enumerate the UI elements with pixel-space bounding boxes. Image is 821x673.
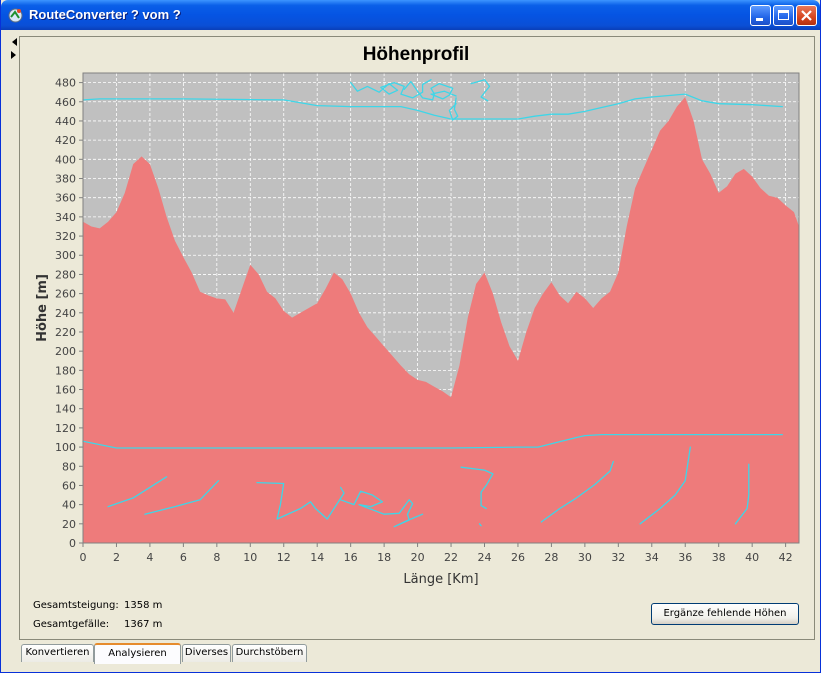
y-tick-label: 240 [55,307,76,320]
annotation-stroke [144,480,220,515]
y-tick-label: 360 [55,192,76,205]
x-axis-ticks: 0 2 4 6 8 10 12 14 16 18 20 22 24 26 28 30 32 34 36 38 40 42 [80,543,793,564]
x-tick-label: 6 [180,551,187,564]
window-title: RouteConverter ? vom ? [29,7,181,22]
annotation-stroke [82,433,783,449]
elevation-area [83,97,799,543]
app-icon[interactable] [7,7,24,24]
x-tick-label: 4 [146,551,153,564]
annotation-stroke [448,97,459,121]
y-tick-label: 420 [55,134,76,147]
annotation-strokes [82,79,783,528]
x-tick-label: 28 [544,551,558,564]
x-tick-label: 24 [477,551,491,564]
x-tick-label: 22 [444,551,458,564]
minimize-button[interactable] [750,5,771,26]
minimize-icon [756,18,763,21]
y-tick-label: 400 [55,153,76,166]
x-tick-label: 30 [578,551,592,564]
y-tick-label: 160 [55,384,76,397]
y-tick-label: 380 [55,173,76,186]
tab-diverses[interactable]: Diverses [182,644,231,662]
y-tick-label: 340 [55,211,76,224]
x-tick-label: 26 [511,551,525,564]
y-tick-label: 0 [69,537,76,550]
ascent-value: 1358 m [124,600,163,611]
close-icon [801,10,812,21]
x-tick-label: 12 [277,551,291,564]
x-axis-label: Länge [Km] [403,572,478,587]
y-tick-label: 100 [55,441,76,454]
y-tick-label: 60 [62,479,76,492]
x-tick-label: 16 [344,551,358,564]
y-tick-label: 20 [62,518,76,531]
annotation-stroke [460,466,494,510]
complete-elevations-button[interactable]: Ergänze fehlende Höhen [651,603,799,625]
plot-border [82,72,800,544]
tab-konvertieren[interactable]: Konvertieren [21,644,94,662]
x-tick-label: 8 [213,551,220,564]
y-tick-label: 180 [55,364,76,377]
y-axis-ticks: 0 20 40 60 80 100 120 140 160 180 200 220 240 260 280 3… [55,72,800,550]
y-axis-label: Höhe [m] [35,274,50,342]
annotation-stroke [403,80,457,101]
descent-value: 1367 m [124,619,163,630]
y-tick-label: 40 [62,499,76,512]
y-tick-label: 460 [55,96,76,109]
annotation-stroke [339,490,424,528]
y-tick-label: 280 [55,268,76,281]
x-tick-label: 18 [377,551,391,564]
annotation-stroke [639,446,691,525]
annotation-stroke [540,460,614,523]
x-tick-label: 40 [745,551,759,564]
maximize-icon [778,10,789,20]
x-tick-label: 0 [80,551,87,564]
x-tick-label: 42 [779,551,793,564]
annotation-stroke [478,523,482,527]
maximize-button[interactable] [773,5,794,26]
y-tick-label: 200 [55,345,76,358]
y-tick-label: 120 [55,422,76,435]
collapse-left-icon[interactable] [12,38,17,46]
y-tick-label: 260 [55,288,76,301]
expand-right-icon[interactable] [11,51,16,59]
y-tick-label: 320 [55,230,76,243]
annotation-stroke [256,481,345,520]
close-button[interactable] [796,5,817,26]
split-pane-arrows[interactable] [10,37,18,61]
title-bar[interactable]: RouteConverter ? vom ? [1,0,820,30]
x-tick-label: 14 [310,551,324,564]
x-tick-label: 10 [243,551,257,564]
x-tick-label: 34 [645,551,659,564]
annotation-stroke [734,463,750,525]
y-tick-label: 300 [55,249,76,262]
annotation-stroke [470,79,491,102]
y-tick-label: 220 [55,326,76,339]
y-tick-label: 80 [62,460,76,473]
ascent-label: Gesamtsteigung: [33,600,119,611]
tab-analysieren[interactable]: Analysieren [94,643,181,664]
y-tick-label: 440 [55,115,76,128]
x-tick-label: 20 [411,551,425,564]
annotation-stroke [82,93,783,120]
tab-durchstoebern[interactable]: Durchstöbern [232,644,307,662]
x-tick-label: 36 [678,551,692,564]
y-tick-label: 480 [55,77,76,90]
x-tick-label: 2 [113,551,120,564]
descent-label: Gesamtgefälle: [33,619,110,630]
y-tick-label: 140 [55,403,76,416]
chart-title: Höhenprofil [363,44,470,65]
x-tick-label: 38 [712,551,726,564]
x-tick-label: 32 [611,551,625,564]
annotation-stroke [107,476,168,508]
elevation-chart[interactable]: Höhenprofil 0 2 4 6 8 10 12 14 16 18 20 22 24 26 28 30 3… [1,0,821,600]
